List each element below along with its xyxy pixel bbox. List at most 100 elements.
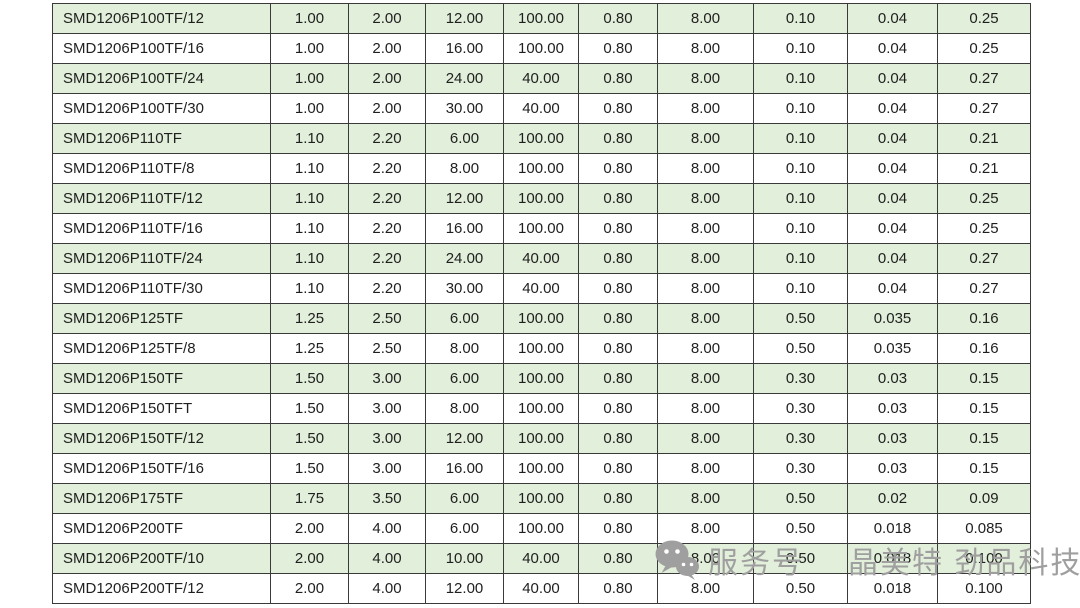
value-cell: 0.80 <box>578 483 658 514</box>
value-cell: 0.100 <box>937 573 1031 604</box>
value-cell: 2.00 <box>270 543 349 574</box>
value-cell: 0.80 <box>578 393 658 424</box>
value-cell: 0.10 <box>753 183 848 214</box>
part-number-cell: SMD1206P110TF/12 <box>52 183 271 214</box>
value-cell: 0.27 <box>937 63 1031 94</box>
value-cell: 8.00 <box>657 423 754 454</box>
value-cell: 2.00 <box>348 33 426 64</box>
value-cell: 1.10 <box>270 183 349 214</box>
table-row: SMD1206P110TF/8 1.10 2.20 8.00 100.00 0.80 8.0… <box>52 153 1031 184</box>
part-number-cell: SMD1206P100TF/24 <box>52 63 271 94</box>
value-cell: 1.10 <box>270 153 349 184</box>
value-cell: 100.00 <box>503 423 579 454</box>
value-cell: 0.80 <box>578 363 658 394</box>
value-cell: 40.00 <box>503 93 579 124</box>
value-cell: 0.035 <box>847 333 938 364</box>
value-cell: 1.00 <box>270 3 349 34</box>
value-cell: 0.10 <box>753 243 848 274</box>
value-cell: 40.00 <box>503 573 579 604</box>
value-cell: 2.20 <box>348 153 426 184</box>
value-cell: 0.15 <box>937 363 1031 394</box>
value-cell: 100.00 <box>503 303 579 334</box>
value-cell: 0.30 <box>753 453 848 484</box>
table-row: SMD1206P110TF/24 1.10 2.20 24.00 40.00 0.80 8.… <box>52 243 1031 274</box>
value-cell: 8.00 <box>425 333 504 364</box>
table-row: SMD1206P110TF/16 1.10 2.20 16.00 100.00 0.80 8… <box>52 213 1031 244</box>
value-cell: 0.80 <box>578 213 658 244</box>
value-cell: 0.10 <box>753 153 848 184</box>
table-row: SMD1206P200TF/12 2.00 4.00 12.00 40.00 0.80 8.… <box>52 573 1031 604</box>
part-number-cell: SMD1206P110TF/24 <box>52 243 271 274</box>
value-cell: 16.00 <box>425 33 504 64</box>
value-cell: 8.00 <box>657 243 754 274</box>
value-cell: 8.00 <box>657 153 754 184</box>
value-cell: 100.00 <box>503 393 579 424</box>
value-cell: 0.10 <box>753 123 848 154</box>
table-row: SMD1206P100TF/24 1.00 2.00 24.00 40.00 0.80 8.… <box>52 63 1031 94</box>
value-cell: 2.00 <box>348 3 426 34</box>
table-row: SMD1206P150TF/16 1.50 3.00 16.00 100.00 0.80 8… <box>52 453 1031 484</box>
value-cell: 16.00 <box>425 213 504 244</box>
part-number-cell: SMD1206P200TF/10 <box>52 543 271 574</box>
value-cell: 0.80 <box>578 63 658 94</box>
value-cell: 2.20 <box>348 123 426 154</box>
value-cell: 1.00 <box>270 33 349 64</box>
value-cell: 1.25 <box>270 333 349 364</box>
value-cell: 1.50 <box>270 453 349 484</box>
value-cell: 0.085 <box>937 513 1031 544</box>
value-cell: 2.50 <box>348 303 426 334</box>
value-cell: 0.80 <box>578 33 658 64</box>
part-number-cell: SMD1206P110TF/30 <box>52 273 271 304</box>
part-number-cell: SMD1206P110TF/16 <box>52 213 271 244</box>
value-cell: 0.04 <box>847 153 938 184</box>
value-cell: 0.04 <box>847 33 938 64</box>
value-cell: 1.00 <box>270 93 349 124</box>
value-cell: 100.00 <box>503 183 579 214</box>
value-cell: 8.00 <box>657 93 754 124</box>
value-cell: 8.00 <box>657 33 754 64</box>
value-cell: 0.25 <box>937 33 1031 64</box>
value-cell: 0.25 <box>937 3 1031 34</box>
value-cell: 4.00 <box>348 513 426 544</box>
value-cell: 0.27 <box>937 273 1031 304</box>
value-cell: 8.00 <box>657 333 754 364</box>
value-cell: 6.00 <box>425 303 504 334</box>
value-cell: 8.00 <box>657 213 754 244</box>
value-cell: 0.80 <box>578 3 658 34</box>
value-cell: 8.00 <box>657 303 754 334</box>
table-row: SMD1206P100TF/30 1.00 2.00 30.00 40.00 0.80 8.… <box>52 93 1031 124</box>
value-cell: 2.20 <box>348 243 426 274</box>
value-cell: 10.00 <box>425 543 504 574</box>
value-cell: 40.00 <box>503 543 579 574</box>
value-cell: 100.00 <box>503 3 579 34</box>
value-cell: 8.00 <box>425 393 504 424</box>
value-cell: 2.00 <box>348 63 426 94</box>
value-cell: 100.00 <box>503 213 579 244</box>
value-cell: 8.00 <box>657 393 754 424</box>
value-cell: 100.00 <box>503 513 579 544</box>
value-cell: 1.10 <box>270 213 349 244</box>
value-cell: 3.00 <box>348 453 426 484</box>
value-cell: 0.50 <box>753 573 848 604</box>
spec-table-body: SMD1206P100TF/12 1.00 2.00 12.00 100.00 0.80 8… <box>52 3 1031 604</box>
value-cell: 0.04 <box>847 213 938 244</box>
table-row: SMD1206P100TF/16 1.00 2.00 16.00 100.00 0.80 8… <box>52 33 1031 64</box>
part-number-cell: SMD1206P110TF <box>52 123 271 154</box>
value-cell: 4.00 <box>348 543 426 574</box>
value-cell: 0.30 <box>753 363 848 394</box>
value-cell: 16.00 <box>425 453 504 484</box>
value-cell: 0.80 <box>578 243 658 274</box>
part-number-cell: SMD1206P150TF/16 <box>52 453 271 484</box>
value-cell: 1.10 <box>270 123 349 154</box>
value-cell: 2.20 <box>348 213 426 244</box>
value-cell: 0.15 <box>937 453 1031 484</box>
value-cell: 0.04 <box>847 123 938 154</box>
value-cell: 12.00 <box>425 3 504 34</box>
value-cell: 0.80 <box>578 273 658 304</box>
value-cell: 3.00 <box>348 393 426 424</box>
value-cell: 0.80 <box>578 453 658 484</box>
value-cell: 0.27 <box>937 243 1031 274</box>
value-cell: 40.00 <box>503 273 579 304</box>
value-cell: 1.50 <box>270 393 349 424</box>
part-number-cell: SMD1206P150TF <box>52 363 271 394</box>
